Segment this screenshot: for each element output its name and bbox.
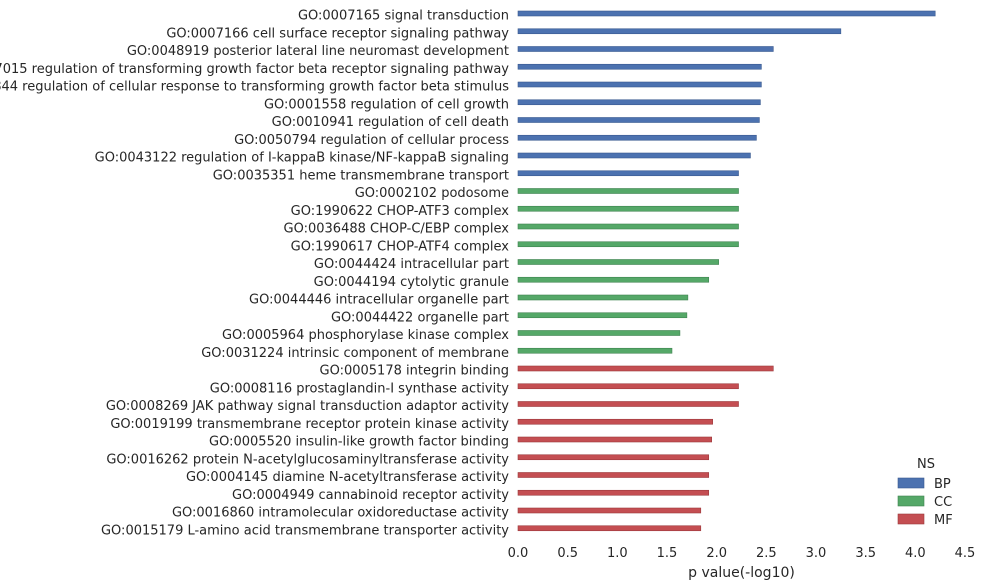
category-label: GO:0016860 intramolecular oxidoreductase…: [172, 506, 509, 521]
legend-label-cc: CC: [934, 495, 952, 510]
x-tick-label: 1.5: [657, 546, 678, 561]
legend-swatch-mf: [897, 513, 925, 525]
bar: [517, 152, 751, 159]
category-label: GO:0031224 intrinsic component of membra…: [201, 346, 509, 361]
bar: [517, 81, 762, 88]
bar: [517, 294, 689, 301]
bar: [517, 489, 710, 496]
x-tick-label: 2.0: [706, 546, 727, 561]
category-label: GO:0008116 prostaglandin-I synthase acti…: [210, 381, 510, 396]
category-label: GO:0050794 regulation of cellular proces…: [234, 133, 509, 148]
category-label: GO:0048919 posterior lateral line neurom…: [127, 44, 509, 59]
bar: [517, 10, 936, 17]
bar: [517, 63, 762, 70]
category-label: GO:0017015 regulation of transforming gr…: [0, 62, 509, 77]
category-label: GO:0001558 regulation of cell growth: [264, 97, 509, 112]
bar: [517, 383, 739, 390]
legend-label-mf: MF: [934, 513, 953, 528]
category-label: GO:0044194 cytolytic granule: [314, 275, 509, 290]
category-label: GO:1990617 CHOP-ATF4 complex: [291, 239, 510, 254]
bar: [517, 347, 673, 354]
bar: [517, 188, 739, 194]
category-label: GO:0004949 cannabinoid receptor activity: [232, 488, 509, 503]
bar: [517, 241, 739, 248]
category-label: GO:1903844 regulation of cellular respon…: [0, 80, 509, 95]
category-label: GO:0044446 intracellular organelle part: [249, 293, 509, 308]
category-label: GO:0007166 cell surface receptor signali…: [166, 26, 509, 41]
legend-entries: BP CC MF: [897, 477, 953, 528]
bar: [517, 46, 774, 52]
bar: [517, 472, 710, 478]
x-tick-label: 4.0: [905, 546, 926, 561]
x-tick-label: 3.0: [806, 546, 827, 561]
category-label: GO:0010941 regulation of cell death: [272, 115, 509, 130]
legend: NS BP CC MF: [897, 457, 953, 528]
x-axis-title: p value(-log10): [688, 565, 795, 581]
category-label: GO:0044424 intracellular part: [314, 257, 509, 272]
bar: [517, 454, 710, 461]
legend-label-bp: BP: [934, 477, 951, 492]
x-tick-label: 0.5: [557, 546, 578, 561]
bar: [517, 525, 702, 532]
category-label: GO:0015179 L-amino acid transmembrane tr…: [101, 523, 509, 538]
category-label: GO:0036488 CHOP-C/EBP complex: [284, 222, 510, 237]
x-tick-label: 4.5: [955, 546, 976, 561]
category-label: GO:0019199 transmembrane receptor protei…: [110, 417, 509, 432]
bar: [517, 134, 757, 141]
bar: [517, 330, 681, 336]
bar: [517, 276, 710, 283]
bar: [517, 507, 702, 514]
bar: [517, 418, 713, 425]
bar: [517, 436, 712, 443]
category-label: GO:0005520 insulin-like growth factor bi…: [209, 435, 509, 450]
x-axis-ticks: 0.0 0.5 1.0 1.5 2.0 2.5 3.0 3.5 4.0 4.5: [508, 546, 976, 561]
bar: [517, 259, 719, 265]
category-label: GO:0007165 signal transduction: [298, 9, 509, 24]
bar: [517, 99, 761, 106]
category-label: GO:0016262 protein N-acetylglucosaminylt…: [106, 452, 509, 467]
category-label: GO:0002102 podosome: [355, 186, 509, 201]
category-label: GO:1990622 CHOP-ATF3 complex: [291, 204, 510, 219]
x-tick-label: 3.5: [855, 546, 876, 561]
category-label: GO:0008269 JAK pathway signal transducti…: [106, 399, 509, 414]
bar: [517, 117, 760, 123]
bar: [517, 170, 739, 177]
category-label: GO:0043122 regulation of I-kappaB kinase…: [95, 151, 509, 166]
category-label: GO:0005964 phosphorylase kinase complex: [222, 328, 509, 343]
bar: [517, 365, 774, 372]
bar: [517, 205, 739, 212]
category-labels: GO:0007165 signal transduction GO:0007166…: [0, 9, 509, 539]
category-label: GO:0005178 integrin binding: [320, 364, 509, 379]
x-tick-label: 0.0: [508, 546, 529, 561]
x-tick-label: 1.0: [607, 546, 628, 561]
bar: [517, 312, 688, 319]
bar: [517, 401, 739, 407]
category-label: GO:0004145 diamine N-acetyltransferase a…: [186, 470, 509, 485]
category-label: GO:0035351 heme transmembrane transport: [213, 168, 509, 183]
legend-swatch-cc: [897, 495, 925, 507]
x-tick-label: 2.5: [756, 546, 777, 561]
legend-swatch-bp: [897, 477, 925, 489]
bar: [517, 28, 842, 35]
legend-title: NS: [917, 457, 935, 472]
bar: [517, 223, 739, 230]
category-label: GO:0044422 organelle part: [331, 310, 509, 325]
bars-layer: [517, 10, 936, 532]
